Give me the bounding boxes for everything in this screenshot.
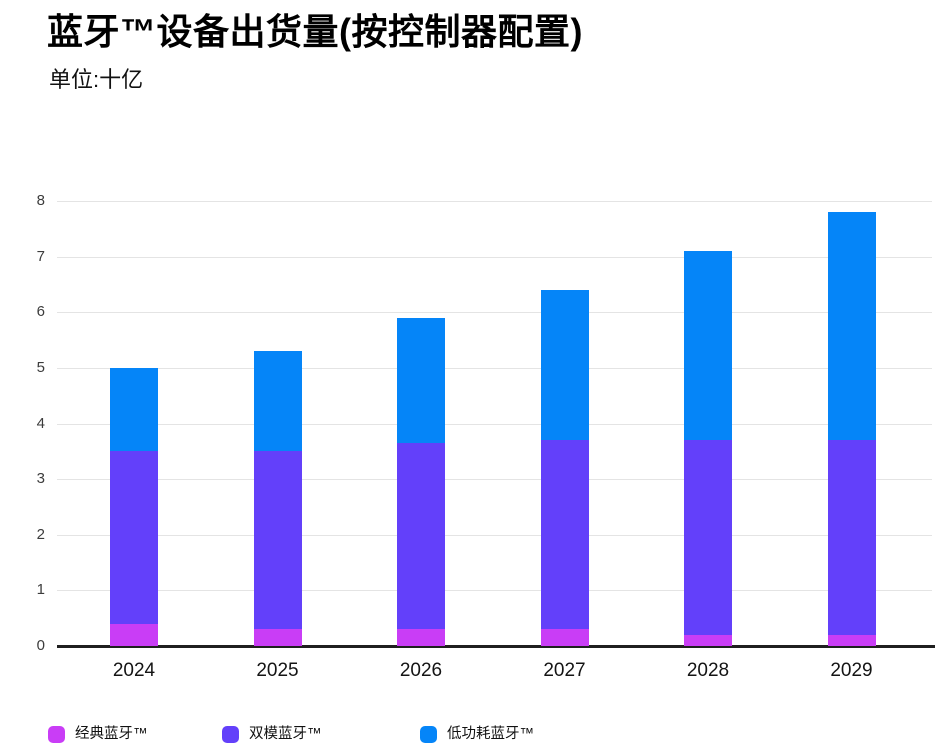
chart-subtitle: 单位:十亿 xyxy=(49,67,144,92)
bar-2026-segment-1[interactable] xyxy=(397,442,445,630)
legend-item-1[interactable]: 双模蓝牙™ xyxy=(222,724,322,744)
bar-2029-segment-1[interactable] xyxy=(827,440,876,635)
gridline xyxy=(57,367,932,369)
legend-item-0[interactable]: 经典蓝牙™ xyxy=(48,724,148,744)
x-axis-label: 2028 xyxy=(686,660,730,681)
legend-swatch-icon xyxy=(48,725,65,743)
bar-2025-segment-2[interactable] xyxy=(253,351,302,452)
bar-2025-segment-0[interactable] xyxy=(253,629,302,646)
bar-2026-segment-2[interactable] xyxy=(397,317,445,443)
gridline xyxy=(57,312,932,314)
gridline xyxy=(57,201,932,202)
bar-2024-segment-2[interactable] xyxy=(110,367,158,452)
y-axis-tick-label: 6 xyxy=(36,303,45,321)
y-axis-tick-label: 0 xyxy=(36,637,45,654)
gridline xyxy=(57,534,932,536)
chart-title: 蓝牙™设备出货量(按控制器配置) xyxy=(47,11,583,52)
bar-2028-segment-1[interactable] xyxy=(684,440,732,635)
legend-label: 双模蓝牙™ xyxy=(249,726,322,742)
y-axis-tick-label: 3 xyxy=(36,470,45,488)
bar-2027-segment-2[interactable] xyxy=(540,290,589,441)
gridline xyxy=(57,256,932,258)
y-axis-tick-label: 5 xyxy=(36,358,45,376)
bar-2027-segment-0[interactable] xyxy=(540,629,589,646)
x-axis-label: 2027 xyxy=(543,660,586,681)
y-axis-tick-label: 2 xyxy=(36,525,45,543)
y-axis-tick-label: 8 xyxy=(36,192,45,209)
y-axis-tick-label: 4 xyxy=(36,414,45,432)
bar-2029-segment-2[interactable] xyxy=(827,212,876,441)
gridline xyxy=(57,479,932,481)
legend-swatch-icon xyxy=(222,725,239,743)
bar-2024-segment-1[interactable] xyxy=(110,451,158,624)
x-axis-baseline xyxy=(57,645,935,648)
y-axis-tick-label: 1 xyxy=(36,581,45,599)
gridline xyxy=(57,423,932,425)
bar-2028-segment-2[interactable] xyxy=(684,251,732,441)
bar-2027-segment-1[interactable] xyxy=(540,440,589,630)
x-axis-label: 2026 xyxy=(399,660,443,681)
legend-item-2[interactable]: 低功耗蓝牙™ xyxy=(420,724,534,744)
bar-2025-segment-1[interactable] xyxy=(253,451,302,630)
bar-2029-segment-0[interactable] xyxy=(827,634,876,646)
gridline xyxy=(57,590,932,592)
legend-label: 低功耗蓝牙™ xyxy=(447,726,534,742)
y-axis-tick-label: 7 xyxy=(36,247,45,265)
legend-label: 经典蓝牙™ xyxy=(75,726,148,742)
x-axis-label: 2025 xyxy=(256,660,299,681)
legend-swatch-icon xyxy=(420,725,437,743)
bar-2024-segment-0[interactable] xyxy=(110,623,158,646)
bar-2026-segment-0[interactable] xyxy=(397,629,445,646)
x-axis-label: 2024 xyxy=(112,660,156,681)
x-axis-label: 2029 xyxy=(830,660,873,681)
bar-2028-segment-0[interactable] xyxy=(684,634,732,646)
